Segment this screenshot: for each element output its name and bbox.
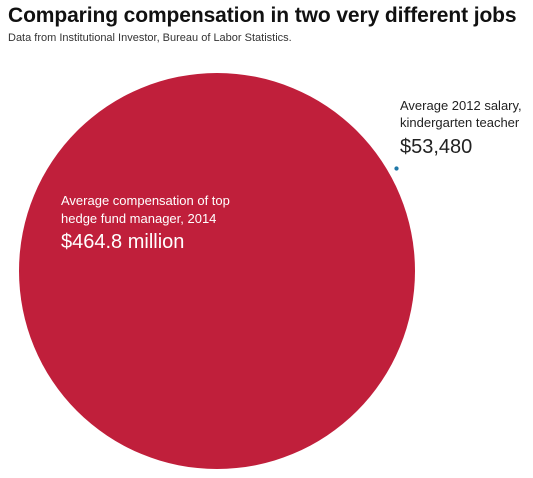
hedge-fund-label-line-2: hedge fund manager, 2014 [61, 211, 216, 226]
hedge-fund-label-line-1: Average compensation of top [61, 193, 230, 208]
teacher-bubble [394, 166, 399, 171]
chart-title: Comparing compensation in two very diffe… [8, 4, 517, 27]
chart-subtitle: Data from Institutional Investor, Bureau… [8, 32, 292, 44]
teacher-value-label: $53,480 [400, 136, 472, 158]
teacher-label-line-2: kindergarten teacher [400, 115, 520, 130]
hedge-fund-bubble [19, 73, 415, 469]
teacher-label-line-1: Average 2012 salary, [400, 98, 522, 113]
hedge-fund-value-label: $464.8 million [61, 231, 184, 253]
